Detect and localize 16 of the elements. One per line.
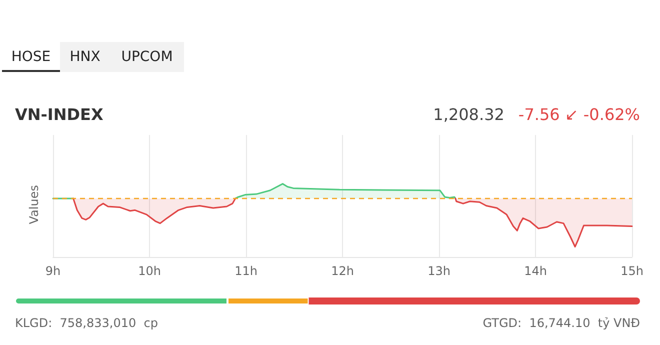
text: 1,208.32: [433, 105, 504, 124]
x-tick-label: 11h: [234, 264, 258, 278]
x-tick-label: 9h: [45, 264, 61, 278]
y-axis-title: Values: [27, 184, 41, 224]
text: KLGD: 758,833,010 cp: [15, 316, 158, 330]
text: HNX: [60, 42, 110, 72]
chart-title: VN-INDEX: [15, 105, 104, 124]
x-tick-label: 10h: [138, 264, 161, 278]
x-tick-label: 13h: [428, 264, 450, 278]
text: HOSE: [2, 42, 60, 72]
text: GTGD: 16,744.10 tỷ VNĐ: [482, 316, 640, 330]
x-tick-label: 14h: [524, 264, 547, 278]
x-tick-label: 12h: [331, 264, 354, 278]
text: -7.56 ↙ -0.62%: [518, 105, 640, 124]
x-tick-label: 15h: [620, 264, 644, 278]
text: UPCOM: [110, 42, 184, 72]
